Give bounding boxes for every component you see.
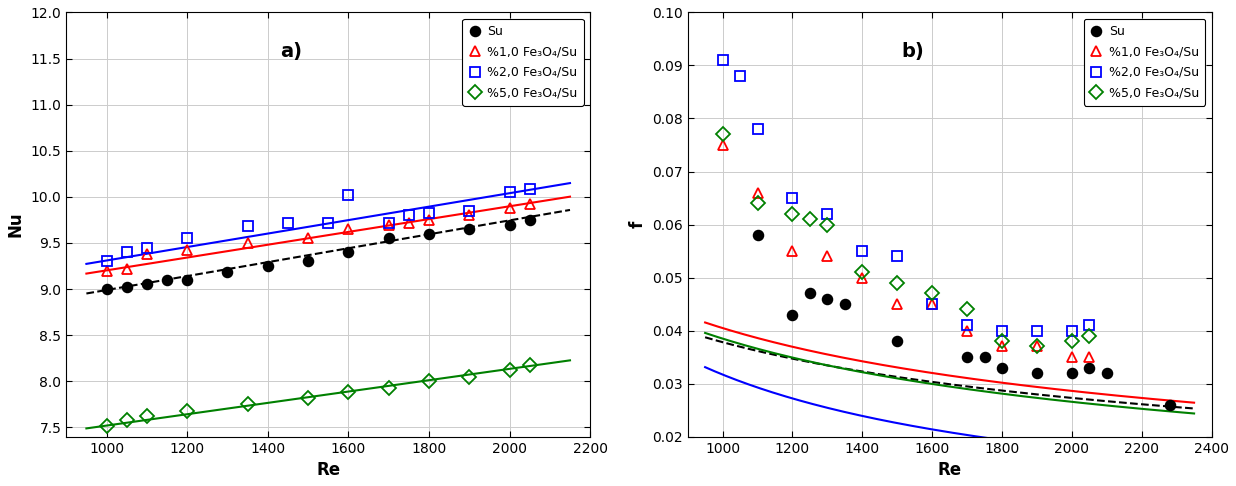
Legend: Su, %1,0 Fe₃O₄/Su, %2,0 Fe₃O₄/Su, %5,0 Fe₃O₄/Su: Su, %1,0 Fe₃O₄/Su, %2,0 Fe₃O₄/Su, %5,0 F… [462, 18, 583, 105]
X-axis label: Re: Re [316, 461, 340, 479]
Y-axis label: Nu: Nu [7, 212, 25, 237]
Y-axis label: f: f [628, 221, 646, 228]
Text: b): b) [901, 42, 925, 61]
X-axis label: Re: Re [938, 461, 962, 479]
Legend: Su, %1,0 Fe₃O₄/Su, %2,0 Fe₃O₄/Su, %5,0 Fe₃O₄/Su: Su, %1,0 Fe₃O₄/Su, %2,0 Fe₃O₄/Su, %5,0 F… [1084, 18, 1205, 105]
Text: a): a) [281, 42, 303, 61]
